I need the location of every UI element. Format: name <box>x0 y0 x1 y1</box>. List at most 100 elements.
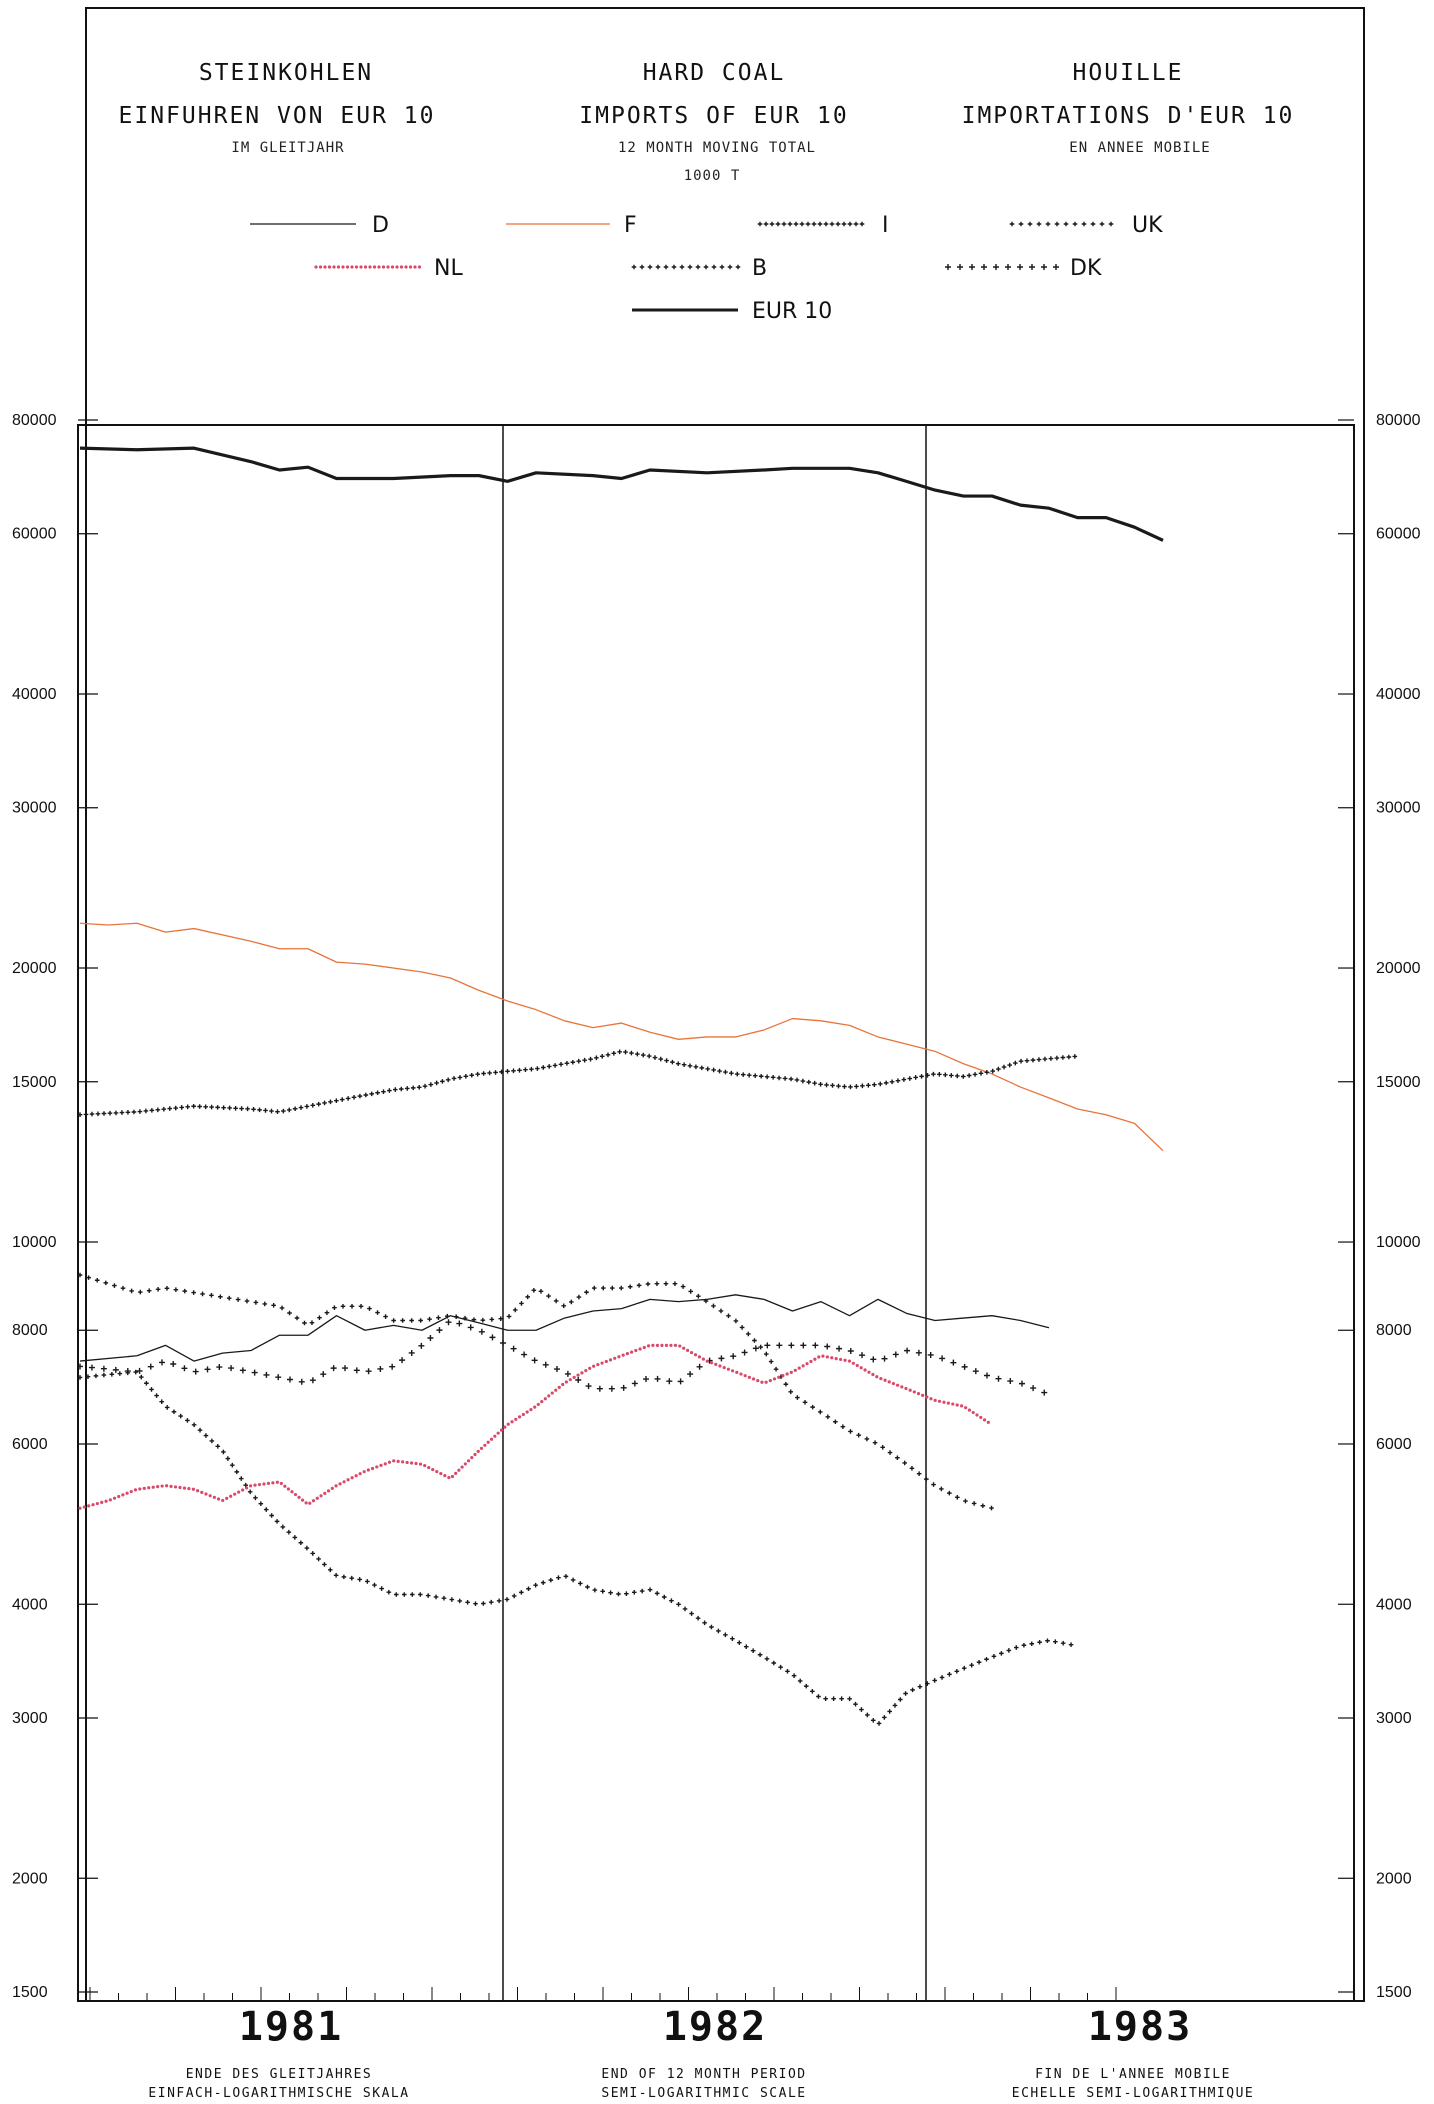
series-marker-b <box>101 1372 107 1378</box>
series-marker-i <box>257 1107 262 1113</box>
series-marker-b <box>785 1669 790 1674</box>
series-marker-nl <box>554 1388 558 1392</box>
series-marker-uk <box>358 1303 364 1309</box>
series-marker-i <box>576 1058 582 1064</box>
series-marker-b <box>310 1551 316 1556</box>
series-marker-dk <box>204 1366 211 1373</box>
legend-swatch-i <box>853 221 859 227</box>
series-marker-b <box>304 1545 310 1551</box>
series-marker-uk <box>752 1338 757 1343</box>
series-marker-b <box>215 1444 221 1449</box>
series-marker-i <box>842 1084 847 1089</box>
series-marker-b <box>954 1668 960 1674</box>
series-marker-nl <box>253 1483 257 1487</box>
series-marker-nl <box>529 1407 533 1412</box>
series-marker-i <box>251 1106 256 1112</box>
series-marker-uk <box>519 1301 524 1306</box>
legend-swatch-nl <box>341 265 345 269</box>
series-line-f <box>79 922 1164 1152</box>
legend-swatch-b <box>687 264 693 270</box>
series-marker-uk <box>696 1293 701 1299</box>
legend-swatch-i <box>841 221 847 227</box>
series-marker-uk <box>609 1285 615 1291</box>
series-marker-i <box>605 1052 611 1058</box>
series-marker-nl <box>362 1470 366 1474</box>
series-marker-b <box>230 1462 235 1468</box>
series-marker-nl <box>237 1490 241 1494</box>
legend-swatch-nl <box>336 265 341 269</box>
series-marker-nl <box>904 1386 908 1391</box>
legend-item-f: F <box>506 213 637 238</box>
series-marker-uk <box>383 1314 388 1319</box>
series-marker-i <box>794 1077 800 1083</box>
series-marker-nl <box>216 1497 221 1501</box>
series-marker-i <box>487 1070 492 1076</box>
series-marker-dk <box>687 1371 694 1378</box>
series-marker-uk <box>654 1281 660 1286</box>
series-marker-dk <box>870 1356 877 1363</box>
footer-line2-en: SEMI-LOGARITHMIC SCALE <box>601 2086 806 2101</box>
series-marker-uk <box>173 1287 179 1293</box>
footer-line1-en: END OF 12 MONTH PERIOD <box>601 2067 806 2082</box>
series-marker-b <box>976 1659 982 1665</box>
series-marker-nl <box>293 1492 298 1497</box>
series-marker-dk <box>298 1378 305 1385</box>
y-tick-label-right: 15000 <box>1376 1074 1421 1091</box>
series-marker-nl <box>550 1391 554 1395</box>
series-marker-i <box>776 1075 782 1081</box>
series-marker-i <box>907 1076 913 1081</box>
series-marker-nl <box>204 1492 208 1496</box>
series-marker-b <box>661 1594 667 1600</box>
series-marker-nl <box>561 1382 565 1387</box>
series-marker-nl <box>457 1468 461 1472</box>
series-marker-uk <box>663 1281 669 1286</box>
series-marker-dk <box>654 1375 661 1382</box>
series-marker-nl <box>975 1413 979 1417</box>
legend-item-b: B <box>631 256 767 281</box>
series-marker-i <box>558 1062 564 1067</box>
series-marker-i <box>1048 1056 1054 1061</box>
series-marker-nl <box>564 1380 568 1384</box>
series-marker-b <box>969 1662 974 1668</box>
series-marker-b <box>341 1574 347 1580</box>
series-marker-b <box>154 1393 159 1398</box>
series-marker-uk <box>349 1303 355 1309</box>
series-marker-nl <box>156 1485 160 1489</box>
series-marker-i <box>723 1069 728 1075</box>
series-marker-dk <box>147 1363 154 1370</box>
legend-swatch-i <box>799 221 805 227</box>
series-marker-nl <box>809 1359 813 1364</box>
series-marker-dk <box>100 1365 107 1372</box>
series-marker-dk <box>136 1367 143 1374</box>
series-marker-b <box>556 1575 561 1580</box>
series-marker-nl <box>971 1410 975 1415</box>
series-marker-b <box>457 1598 463 1604</box>
series-marker-nl <box>967 1408 972 1412</box>
series-marker-nl <box>117 1494 121 1499</box>
series-marker-uk <box>209 1293 214 1298</box>
series-marker-uk <box>103 1280 109 1286</box>
series-marker-dk <box>263 1371 270 1378</box>
series-marker-i <box>937 1072 942 1077</box>
series-marker-dk <box>377 1365 384 1372</box>
series-marker-nl <box>830 1356 834 1360</box>
series-marker-i <box>635 1051 640 1057</box>
series-marker-nl <box>405 1460 409 1465</box>
series-marker-i <box>1066 1054 1072 1060</box>
y-tick-label-right: 2000 <box>1376 1870 1412 1887</box>
series-marker-uk <box>947 1490 952 1496</box>
series-marker-b <box>716 1628 721 1634</box>
series-marker-nl <box>726 1367 730 1371</box>
series-marker-i <box>209 1104 214 1110</box>
series-marker-dk <box>927 1351 934 1358</box>
series-marker-nl <box>249 1484 253 1488</box>
plot-area <box>77 424 1355 2002</box>
series-marker-nl <box>735 1370 739 1375</box>
header-title-de: STEINKOHLEN <box>199 60 373 86</box>
series-marker-b <box>917 1684 923 1690</box>
series-marker-i <box>445 1077 451 1083</box>
series-marker-b <box>823 1696 828 1701</box>
legend-label-d: D <box>372 213 389 238</box>
legend-swatch-nl <box>377 265 381 269</box>
series-marker-b <box>225 1456 231 1461</box>
